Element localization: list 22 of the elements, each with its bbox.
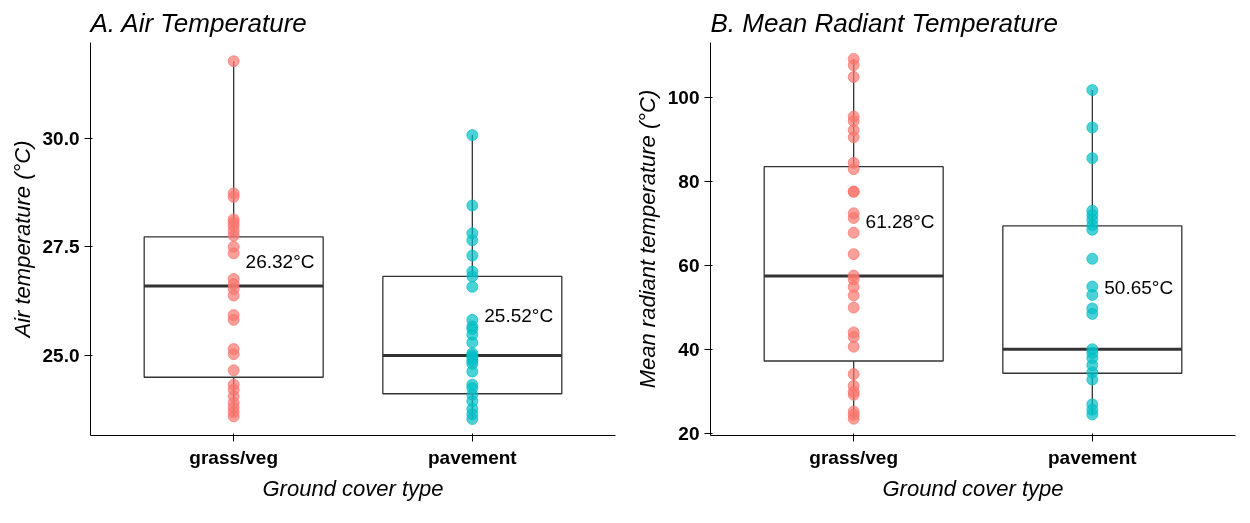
y-axis-title: Mean radiant temperature (°C)	[634, 89, 660, 389]
annotation: 26.32°C	[245, 250, 315, 272]
x-tick-label: grass/veg	[189, 446, 279, 468]
y-tick-label: 100	[667, 86, 700, 108]
annotation: 50.65°C	[1104, 277, 1174, 299]
y-tick-label: 30.0	[42, 127, 80, 149]
y-tick-label: 27.5	[42, 236, 80, 258]
x-axis-title: Ground cover type	[262, 475, 444, 501]
annotation: 25.52°C	[484, 305, 554, 327]
y-axis-title: Air temperature (°C)	[9, 140, 35, 340]
annotation: 61.28°C	[865, 210, 935, 232]
y-tick-label: 60	[678, 255, 700, 277]
chart-title: A. Air Temperature	[88, 7, 307, 38]
x-tick-label: pavement	[1047, 446, 1138, 468]
chart-title: B. Mean Radiant Temperature	[710, 7, 1058, 38]
y-tick-label: 80	[678, 170, 700, 192]
y-tick-label: 25.0	[42, 345, 80, 367]
y-tick-label: 20	[678, 423, 700, 445]
y-tick-label: 40	[678, 339, 700, 361]
x-tick-label: pavement	[427, 446, 518, 468]
x-tick-label: grass/veg	[809, 446, 899, 468]
x-axis-title: Ground cover type	[882, 475, 1064, 501]
